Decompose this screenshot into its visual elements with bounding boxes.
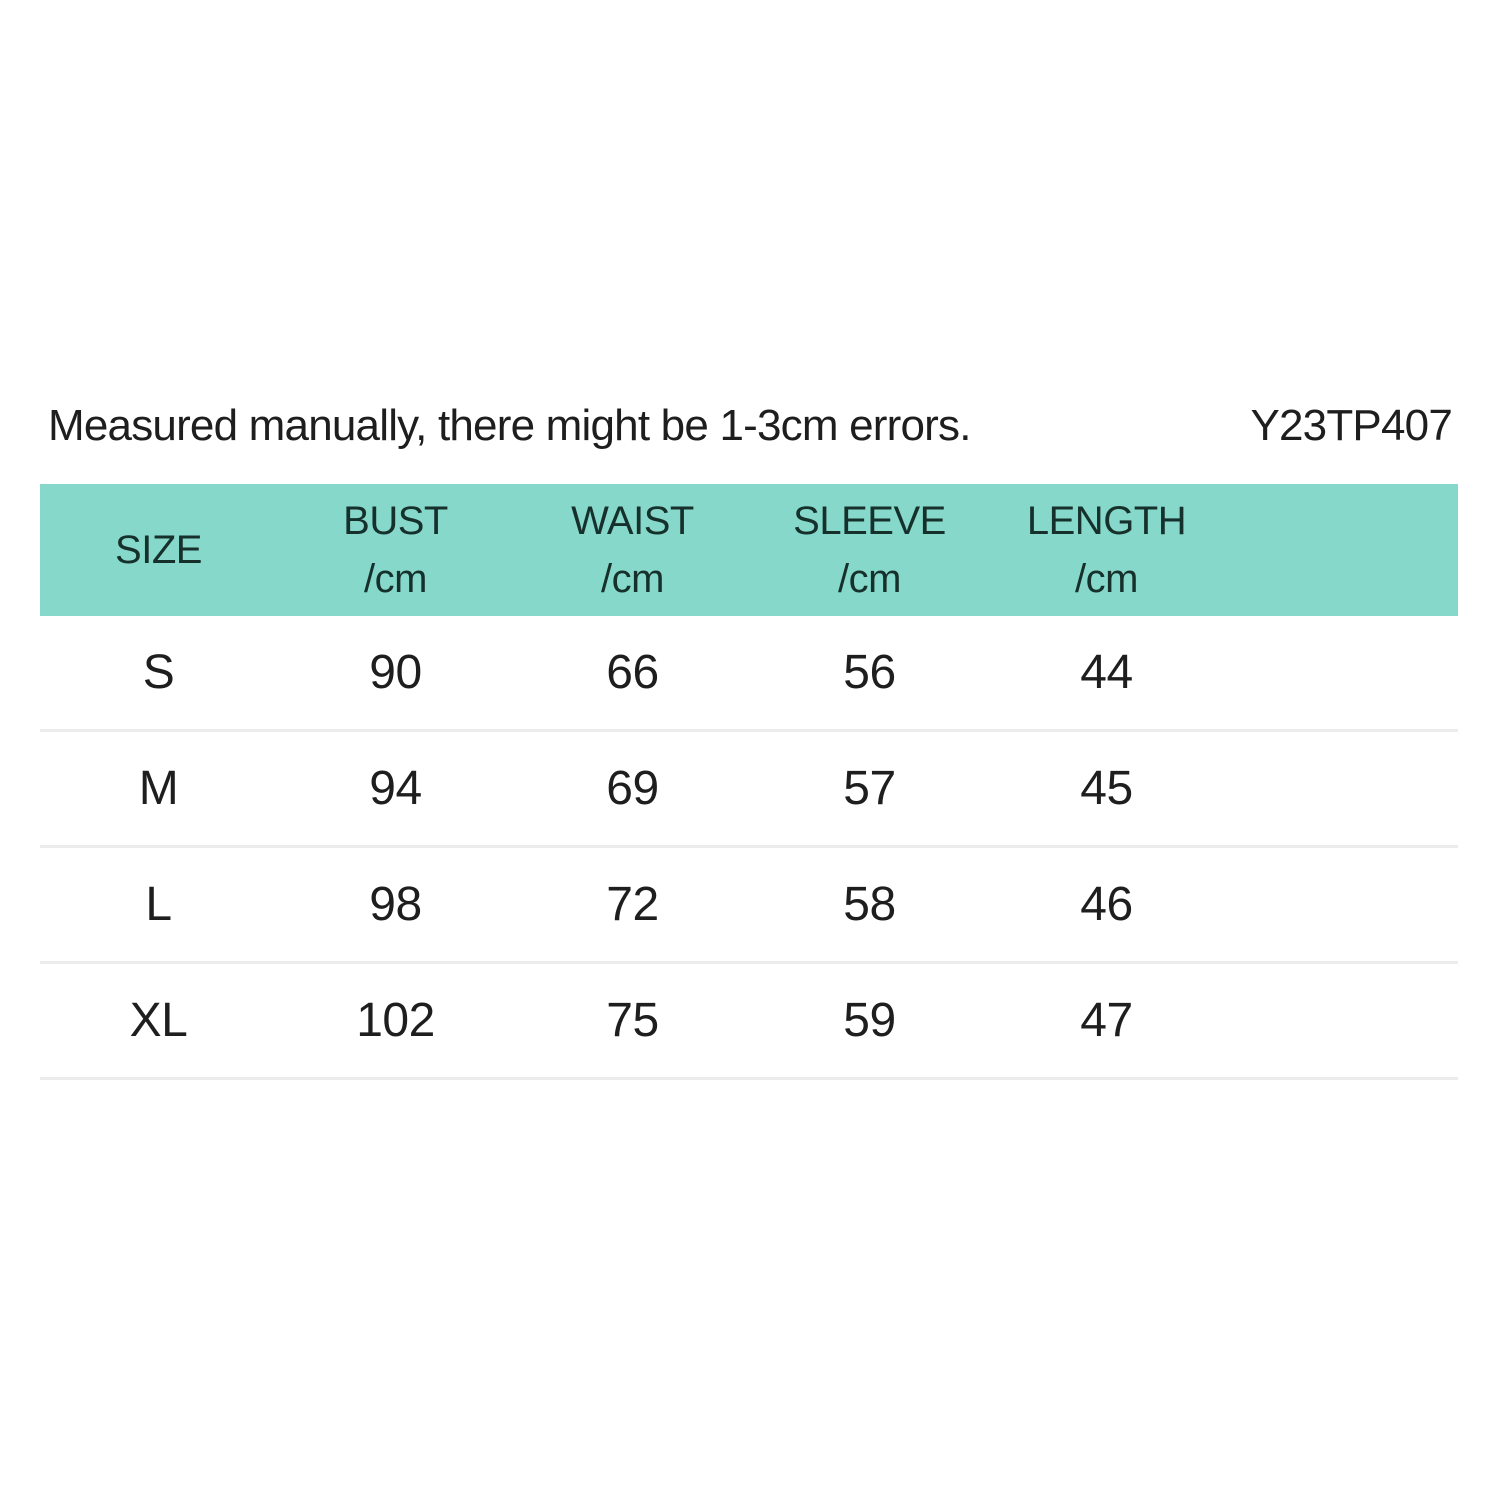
waist-cell: 66 — [514, 616, 751, 732]
column-header-unit: /cm — [1075, 557, 1138, 601]
waist-cell: 75 — [514, 962, 751, 1080]
filler-cell — [1225, 846, 1458, 964]
column-header-label: LENGTH — [1026, 499, 1187, 543]
length-cell: 44 — [988, 616, 1225, 732]
column-header-bust: BUST /cm — [277, 484, 514, 616]
column-header-label: SLEEVE — [793, 499, 946, 543]
table-row-xl: XL 102 75 59 47 — [40, 962, 1458, 1080]
sleeve-cell: 56 — [751, 616, 988, 732]
column-header-label: WAIST — [571, 499, 694, 543]
size-cell: L — [40, 846, 277, 964]
table-row-s: S 90 66 56 44 — [40, 616, 1458, 732]
filler-cell — [1225, 616, 1458, 732]
waist-cell: 72 — [514, 846, 751, 964]
bust-cell: 94 — [277, 730, 514, 848]
column-header-unit: /cm — [838, 557, 901, 601]
column-header-unit: /cm — [364, 557, 427, 601]
length-cell: 45 — [988, 730, 1225, 848]
waist-cell: 69 — [514, 730, 751, 848]
column-header-label: SIZE — [115, 528, 202, 572]
table-row-l: L 98 72 58 46 — [40, 846, 1458, 964]
size-cell: S — [40, 616, 277, 732]
size-chart-table: SIZE BUST /cm WAIST /cm SLEEVE /cm LENGT… — [40, 484, 1458, 1080]
table-row-m: M 94 69 57 45 — [40, 730, 1458, 848]
sleeve-cell: 59 — [751, 962, 988, 1080]
column-header-unit: /cm — [601, 557, 664, 601]
bust-cell: 90 — [277, 616, 514, 732]
size-cell: XL — [40, 962, 277, 1080]
sleeve-cell: 57 — [751, 730, 988, 848]
column-header-waist: WAIST /cm — [514, 484, 751, 616]
header-filler-cell — [1225, 484, 1458, 616]
sleeve-cell: 58 — [751, 846, 988, 964]
size-cell: M — [40, 730, 277, 848]
table-header-row: SIZE BUST /cm WAIST /cm SLEEVE /cm LENGT… — [40, 484, 1458, 616]
column-header-sleeve: SLEEVE /cm — [751, 484, 988, 616]
column-header-length: LENGTH /cm — [988, 484, 1225, 616]
length-cell: 47 — [988, 962, 1225, 1080]
note-row: Measured manually, there might be 1-3cm … — [48, 399, 1453, 453]
length-cell: 46 — [988, 846, 1225, 964]
filler-cell — [1225, 962, 1458, 1080]
filler-cell — [1225, 730, 1458, 848]
bust-cell: 102 — [277, 962, 514, 1080]
column-header-size: SIZE — [40, 484, 277, 616]
product-code: Y23TP407 — [1250, 401, 1452, 450]
bust-cell: 98 — [277, 846, 514, 964]
measurement-note: Measured manually, there might be 1-3cm … — [48, 401, 971, 450]
column-header-label: BUST — [343, 499, 448, 543]
